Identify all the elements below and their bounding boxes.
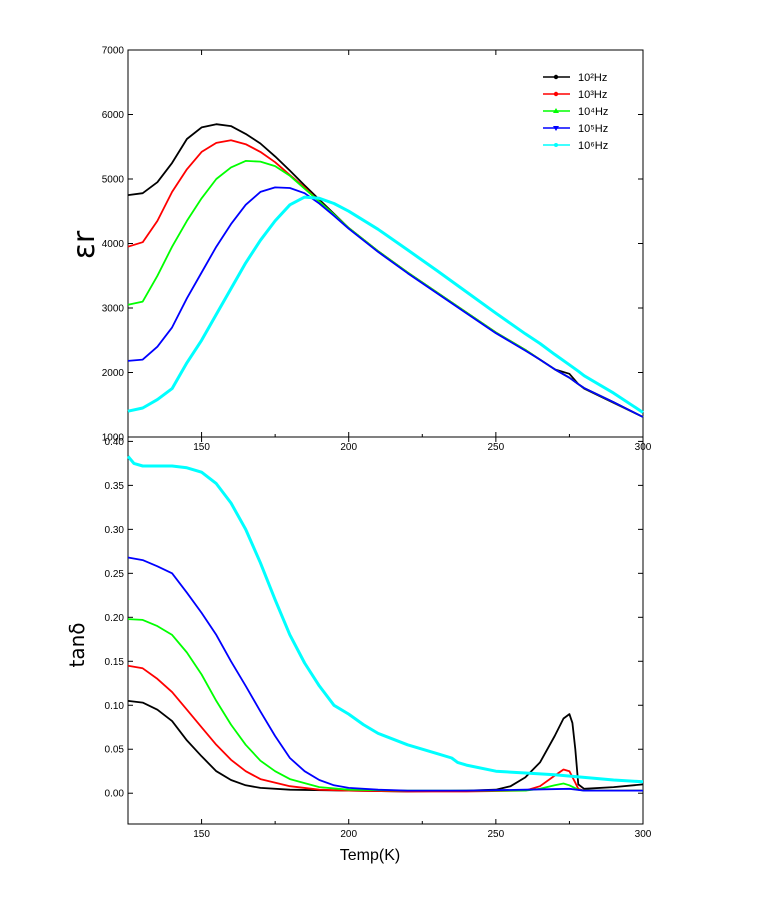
legend-label: 10⁶Hz	[578, 140, 608, 152]
loss-tangent-series-line	[126, 455, 644, 784]
permittivity-y-tick-label: 1000	[102, 433, 125, 444]
x-axis-title: Temp(K)	[340, 847, 400, 864]
permittivity-y-tick-label: 3000	[102, 304, 125, 315]
legend-marker	[553, 74, 559, 80]
permittivity-series-line	[127, 123, 644, 418]
legend: 10²Hz 10³Hz 10⁴Hz 10⁵Hz 10⁶Hz	[543, 72, 608, 152]
legend-marker	[553, 108, 559, 113]
permittivity-x-tick-label: 150	[193, 442, 210, 453]
permittivity-y-tick-label: 7000	[102, 46, 125, 57]
loss-tangent-x-tick-label: 300	[635, 829, 652, 840]
loss-tangent-series-line	[127, 700, 644, 793]
permittivity-x-tick-label: 200	[340, 442, 357, 453]
legend-label: 10⁴Hz	[578, 106, 608, 118]
legend-marker	[553, 126, 559, 131]
loss-tangent-series-group	[126, 455, 644, 793]
loss-tangent-y-tick-label: 0.35	[105, 481, 125, 492]
loss-tangent-x-tick-label: 150	[193, 829, 210, 840]
permittivity-x-tick-label: 250	[488, 442, 505, 453]
loss-tangent-plot-frame	[127, 436, 644, 825]
permittivity-y-tick-label: 5000	[102, 175, 125, 186]
permittivity-y-tick-label: 6000	[102, 110, 125, 121]
loss-tangent-series-line	[127, 556, 643, 792]
loss-tangent-axis-ticks: 150 200 250 300 0.00 0.05 0.10 0.15 0.20 0.25 0.30…	[105, 437, 652, 840]
permittivity-y-tick-label: 2000	[102, 368, 125, 379]
loss-tangent-x-tick-label: 200	[340, 829, 357, 840]
loss-tangent-x-tick-label: 250	[488, 829, 505, 840]
permittivity-y-axis-title: εr	[67, 230, 102, 259]
permittivity-y-tick-label: 4000	[102, 239, 125, 250]
loss-tangent-y-tick-label: 0.15	[105, 657, 125, 668]
permittivity-series-line	[127, 160, 644, 418]
legend-label: 10⁵Hz	[578, 123, 608, 135]
loss-tangent-y-axis-title: tanδ	[65, 622, 89, 667]
loss-tangent-y-tick-label: 0.25	[105, 569, 125, 580]
legend-marker	[554, 143, 558, 147]
legend-label: 10³Hz	[578, 89, 607, 101]
permittivity-series-line	[127, 195, 644, 414]
loss-tangent-y-tick-label: 0.40	[105, 437, 125, 448]
permittivity-chart: 150 200 250 3001000200030004000500060007000…	[67, 46, 652, 454]
loss-tangent-series-line	[127, 618, 643, 792]
loss-tangent-chart: 150 200 250 300 0.00 0.05 0.10 0.15 0.20 0.25 0.30…	[65, 436, 652, 864]
legend-label: 10²Hz	[578, 72, 607, 84]
loss-tangent-y-tick-label: 0.10	[105, 701, 125, 712]
loss-tangent-series-line	[127, 664, 643, 793]
permittivity-series-group	[127, 123, 644, 418]
loss-tangent-y-tick-label: 0.20	[105, 613, 125, 624]
loss-tangent-y-tick-label: 0.30	[105, 525, 125, 536]
permittivity-plot-frame	[127, 49, 644, 438]
legend-marker	[553, 91, 559, 97]
permittivity-series-line	[127, 186, 644, 418]
loss-tangent-y-tick-label: 0.00	[105, 789, 125, 800]
loss-tangent-y-tick-label: 0.05	[105, 745, 125, 756]
